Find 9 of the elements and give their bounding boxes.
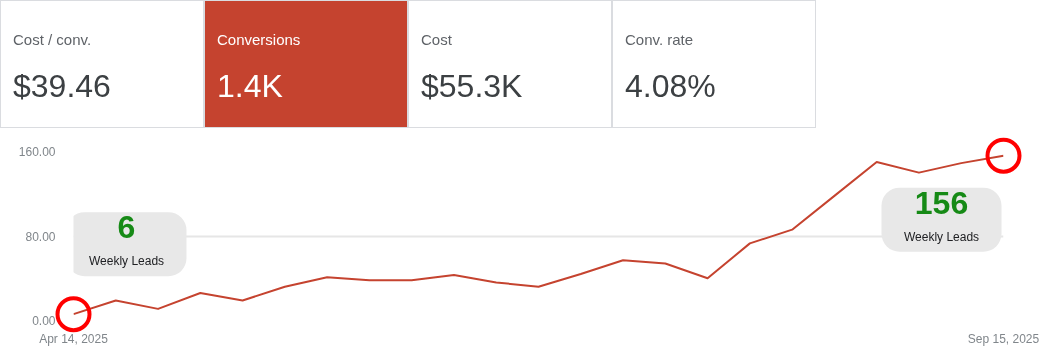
annotation: Weekly Leads [88,254,165,269]
annotation: 156 [914,184,969,221]
y-tick-label: 160.00 [18,145,56,159]
y-tick-label: 80.00 [25,229,56,244]
x-tick-label: Apr 14, 2025 [39,331,109,346]
x-tick-label: Sep 15, 2025 [967,331,1040,346]
annotation: Weekly Leads [903,229,980,244]
y-tick-label: 0.00 [32,314,56,328]
annotation: 6 [117,209,136,246]
